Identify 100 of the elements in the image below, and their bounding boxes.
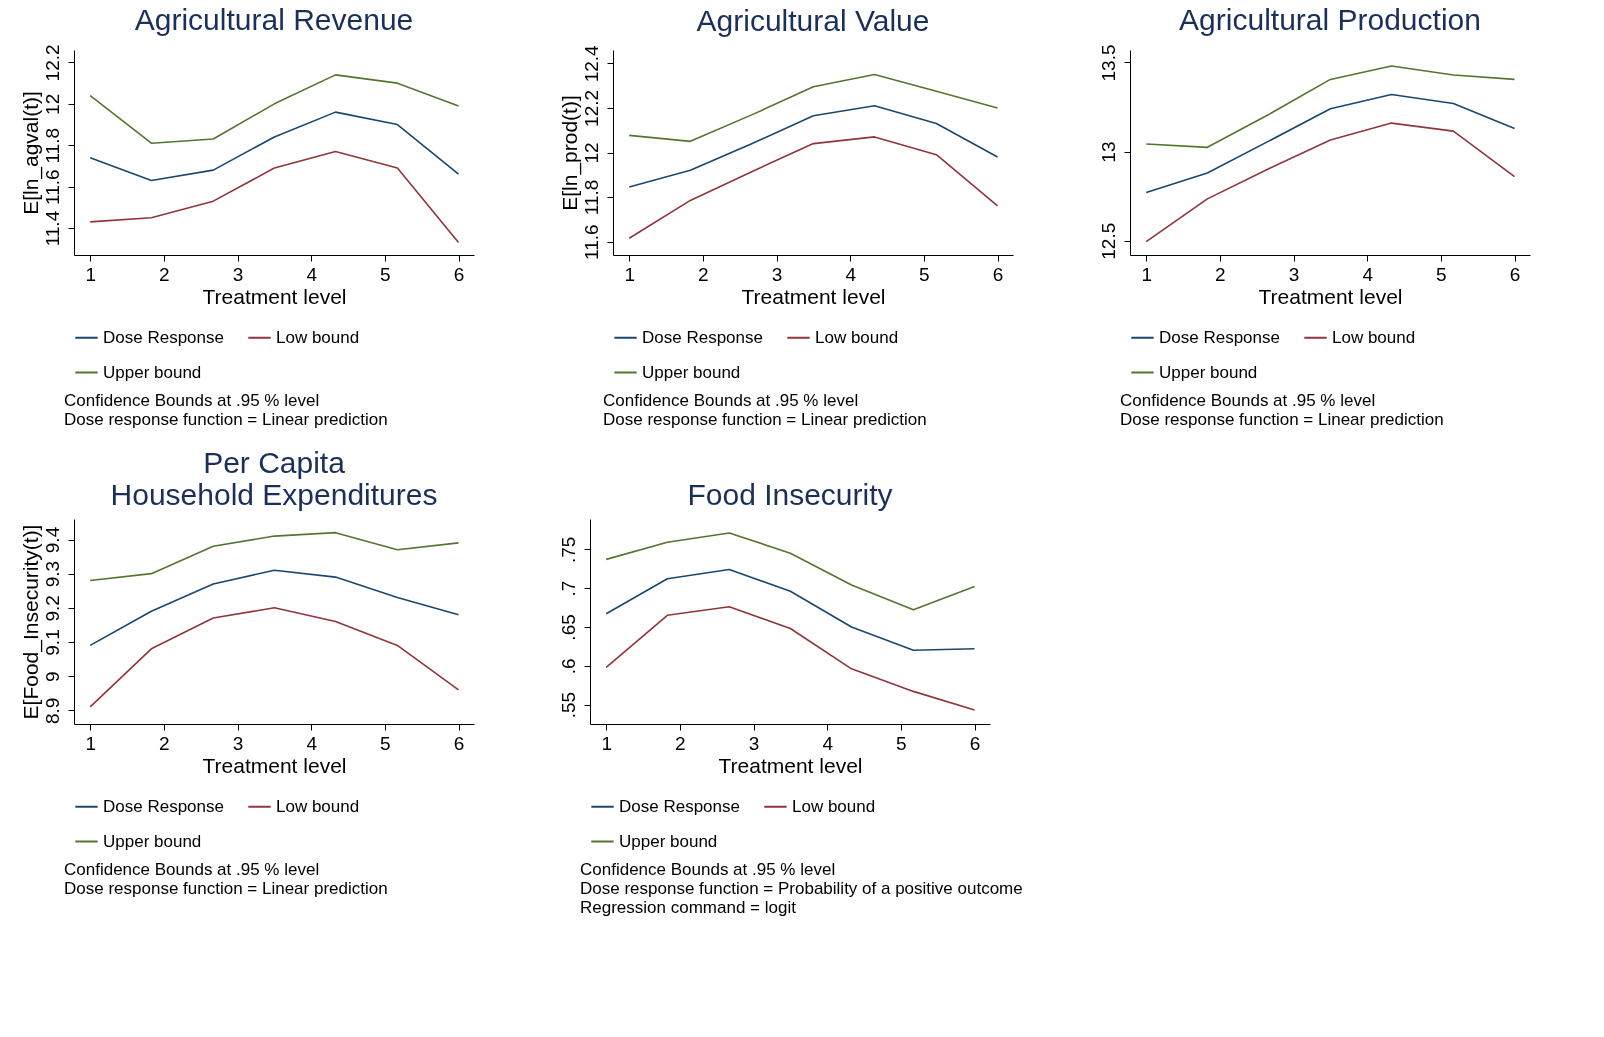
x-tick-label: 2 <box>159 732 170 754</box>
legend-label: Dose Response <box>1159 327 1280 347</box>
text: Dose response function = Linear prediction <box>1120 409 1444 429</box>
x-tick-label: 6 <box>453 263 465 285</box>
x-tick-label: 1 <box>1141 263 1152 285</box>
y-tick-label: 11.8 <box>580 179 602 216</box>
text: Confidence Bounds at .95 % level <box>603 390 859 410</box>
x-tick-label: 3 <box>232 732 244 754</box>
line-series <box>89 150 460 244</box>
legend-label: Low bound <box>276 327 360 347</box>
x-tick-label: 6 <box>992 263 1004 285</box>
chart-title: Agricultural Value <box>696 3 930 37</box>
y-tick-label: .75 <box>557 536 579 563</box>
line-series <box>628 136 999 240</box>
legend-label: Low bound <box>1332 327 1416 347</box>
text: Regression command = logit <box>580 897 797 917</box>
text: Dose response function = Linear prediction <box>64 878 388 898</box>
line-series <box>89 531 460 582</box>
legend-label: Low bound <box>276 796 360 816</box>
line-series <box>89 569 460 647</box>
line-series <box>605 605 976 711</box>
x-axis-title: Treatment level <box>1258 284 1403 308</box>
x-tick-label: 4 <box>306 732 318 754</box>
legend-label: Dose Response <box>103 796 224 816</box>
y-tick-label: 13 <box>1097 141 1119 163</box>
x-tick-label: 6 <box>969 732 981 754</box>
x-tick-label: 4 <box>306 263 318 285</box>
x-tick-label: 2 <box>159 263 170 285</box>
x-axis-title: Treatment level <box>741 284 886 308</box>
chart-title: Per Capita Household Expenditures <box>110 446 438 511</box>
line-series <box>1145 65 1516 149</box>
y-tick-label: .65 <box>557 614 579 641</box>
x-tick-label: 1 <box>601 732 612 754</box>
x-tick-label: 4 <box>845 263 857 285</box>
text: Confidence Bounds at .95 % level <box>1120 390 1376 410</box>
text: Dose response function = Probability of a positive outcome <box>580 878 1023 898</box>
x-tick-label: 5 <box>919 263 930 285</box>
x-tick-label: 1 <box>624 263 635 285</box>
y-axis-title: E[ln_agval(t)] <box>18 91 43 215</box>
y-tick-label: 12.4 <box>580 44 602 83</box>
x-tick-label: 5 <box>380 263 391 285</box>
x-tick-label: 6 <box>453 732 465 754</box>
line-series <box>1145 93 1516 194</box>
x-axis-title: Treatment level <box>718 753 863 777</box>
text: Dose response function = Linear prediction <box>64 409 388 429</box>
x-tick-label: 2 <box>698 263 709 285</box>
text: Confidence Bounds at .95 % level <box>64 390 320 410</box>
line-series <box>605 532 976 611</box>
y-tick-label: .55 <box>557 691 579 719</box>
y-tick-label: .7 <box>557 580 579 597</box>
text: Dose response function = Linear prediction <box>603 409 927 429</box>
x-axis-title: Treatment level <box>202 284 347 308</box>
chart-title: Agricultural Revenue <box>134 2 414 36</box>
y-tick-label: 13.5 <box>1097 44 1119 82</box>
x-axis-title: Treatment level <box>202 753 347 777</box>
line-series <box>628 104 999 188</box>
line-series <box>89 74 460 144</box>
x-tick-label: 5 <box>896 732 907 754</box>
legend-label: Dose Response <box>619 796 740 816</box>
y-tick-label: 12.5 <box>1097 222 1119 260</box>
y-tick-label: 9.3 <box>41 560 63 588</box>
y-axis-title: E[Food_Insecurity(t)] <box>18 524 43 720</box>
x-tick-label: 3 <box>232 263 244 285</box>
x-tick-label: 1 <box>85 732 96 754</box>
y-axis-title: E[ln_prod(t)] <box>557 95 582 211</box>
y-tick-label: 9.2 <box>41 595 63 622</box>
y-tick-label: 11.8 <box>41 127 63 164</box>
y-tick-label: 12.2 <box>580 89 602 127</box>
text: Confidence Bounds at .95 % level <box>580 859 836 879</box>
legend-label: Upper bound <box>642 362 741 382</box>
x-tick-label: 5 <box>1436 263 1447 285</box>
line-series <box>628 73 999 143</box>
x-tick-label: 4 <box>1362 263 1374 285</box>
y-tick-label: 12.2 <box>41 44 63 82</box>
text: Confidence Bounds at .95 % level <box>64 859 320 879</box>
legend-label: Dose Response <box>642 327 763 347</box>
y-tick-label: 9.4 <box>41 526 63 554</box>
x-tick-label: 3 <box>748 732 760 754</box>
x-tick-label: 6 <box>1509 263 1521 285</box>
legend-label: Upper bound <box>103 831 202 851</box>
line-series <box>89 111 460 182</box>
y-tick-label: 11.4 <box>41 210 63 247</box>
x-tick-label: 3 <box>1288 263 1300 285</box>
x-tick-label: 4 <box>822 732 834 754</box>
y-tick-label: 12 <box>41 93 63 115</box>
line-series <box>89 607 460 708</box>
line-series <box>605 568 976 652</box>
legend-label: Upper bound <box>103 362 202 382</box>
legend-label: Low bound <box>815 327 899 347</box>
y-tick-label: 11.6 <box>580 224 602 260</box>
legend-label: Upper bound <box>1159 362 1258 382</box>
legend-label: Upper bound <box>619 831 718 851</box>
line-series <box>1145 122 1516 243</box>
y-tick-label: 9 <box>41 671 63 682</box>
chart-title: Food Insecurity <box>687 478 893 511</box>
legend-label: Low bound <box>792 796 876 816</box>
x-tick-label: 2 <box>675 732 686 754</box>
x-tick-label: 2 <box>1215 263 1226 285</box>
chart-title: Agricultural Production <box>1179 2 1481 36</box>
x-tick-label: 3 <box>771 263 783 285</box>
